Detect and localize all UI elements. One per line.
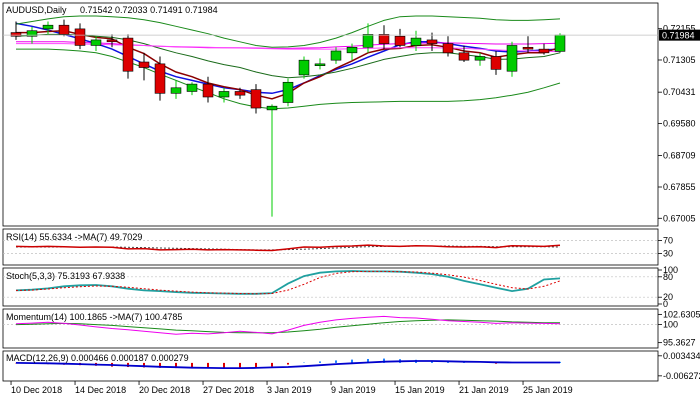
price-tick-label: 0.69580: [663, 118, 696, 128]
time-tick-label: 3 Jan 2019: [267, 385, 312, 395]
candle-body: [186, 83, 198, 92]
candle-body: [234, 91, 246, 96]
candle-body: [58, 24, 70, 35]
time-tick-label: 20 Dec 2018: [139, 385, 190, 395]
candle-body: [522, 46, 534, 50]
candle-body: [10, 32, 22, 37]
stoch-signal-line: [15, 270, 561, 295]
momentum-tick-label: 100: [663, 320, 678, 330]
candle-body: [378, 34, 390, 44]
rsi-panel-frame: [2, 228, 659, 266]
ohlc-header: 0.71542 0.72033 0.71491 0.71984: [80, 5, 218, 15]
candle-body: [74, 28, 86, 46]
candlesticks: [10, 19, 566, 217]
price-tick-label: 0.67855: [663, 182, 696, 192]
rsi-line: [15, 244, 561, 252]
momentum-tick-label: 102.6305: [663, 309, 700, 319]
stoch-tick-label: 80: [663, 272, 673, 282]
candle-body: [42, 24, 54, 30]
candle-body: [506, 45, 518, 72]
candle-body: [218, 91, 230, 98]
stoch-tick-label: 100: [663, 265, 678, 275]
rsi-tick-label: 30: [663, 248, 673, 258]
overlay-line-4: [15, 15, 561, 48]
momentum-line: [15, 315, 561, 335]
candle-body: [394, 35, 406, 46]
candle-body: [138, 61, 150, 68]
current-price-label: 0.71984: [662, 31, 695, 41]
rsi-tick-label: 70: [663, 236, 673, 246]
time-tick-label: 21 Jan 2019: [459, 385, 509, 395]
candle-body: [458, 52, 470, 61]
candle-body: [26, 30, 38, 37]
candle-body: [314, 63, 326, 66]
rsi-header: RSI(14) 55.6334 ->MA(7) 49.7029: [6, 232, 142, 242]
time-tick-label: 15 Jan 2019: [395, 385, 445, 395]
stoch-header: Stoch(5,3,3) 75.3193 67.9338: [6, 271, 125, 281]
candle-body: [154, 63, 166, 94]
time-tick-label: 14 Dec 2018: [75, 385, 126, 395]
candle-body: [426, 39, 438, 44]
candle-body: [90, 39, 102, 46]
momentum-header: Momentum(14) 100.1865 ->MA(7) 100.4785: [6, 312, 182, 322]
macd-tick-label: 0.003434: [663, 351, 700, 361]
price-panel-frame: [2, 2, 659, 227]
candle-body: [410, 37, 422, 46]
macd-header: MACD(12,26,9) 0.000466 0.000187 0.000279: [6, 353, 189, 363]
candle-body: [122, 37, 134, 72]
macd-indicator: 0.003434 -0.006272: [15, 351, 700, 381]
candle-body: [266, 105, 278, 111]
price-axis: 0.72155 0.71305 0.70431 0.69580 0.68709 0.678…: [658, 24, 696, 223]
time-tick-label: 10 Dec 2018: [11, 385, 62, 395]
overlay-line-5: [16, 48, 561, 110]
stoch-main-line: [15, 270, 561, 295]
candle-body: [282, 81, 294, 103]
candle-body: [170, 87, 182, 94]
time-axis: 10 Dec 2018 14 Dec 2018 20 Dec 2018 27 Dec …: [10, 381, 573, 395]
macd-signal-line: [15, 360, 560, 370]
candle-body: [330, 50, 342, 61]
macd-tick-label: -0.006272: [663, 371, 700, 381]
stoch-tick-label: 0: [663, 299, 668, 309]
stoch-panel-frame: [2, 267, 659, 307]
price-tick-label: 0.68709: [663, 151, 696, 161]
overlay-line-2: [15, 33, 561, 79]
candle-body: [106, 39, 118, 43]
candle-body: [362, 34, 374, 48]
candle-body: [346, 46, 358, 54]
price-tick-label: 0.70431: [663, 87, 696, 97]
price-tick-label: 0.71305: [663, 55, 696, 65]
macd-panel-frame: [2, 350, 659, 382]
candle-body: [442, 43, 454, 54]
price-tick-label: 0.67005: [663, 213, 696, 223]
overlay-line-3: [16, 41, 561, 49]
time-tick-label: 9 Jan 2019: [331, 385, 376, 395]
stoch-tick-label: 20: [663, 292, 673, 302]
time-tick-label: 25 Jan 2019: [523, 385, 573, 395]
current-price-tag: [659, 29, 700, 41]
candle-body: [538, 48, 550, 54]
price-tick-label: 0.72155: [663, 24, 696, 34]
candle-body: [474, 56, 486, 61]
candle-body: [554, 34, 566, 52]
time-tick-label: 27 Dec 2018: [203, 385, 254, 395]
candle-body: [250, 89, 262, 109]
candle-body: [490, 56, 502, 70]
momentum-panel-frame: [2, 308, 659, 349]
overlay-line-6: [16, 43, 561, 53]
momentum-ma-line: [15, 319, 560, 334]
candle-body: [202, 83, 214, 98]
symbol-header: AUDUSD,Daily: [6, 5, 67, 15]
momentum-tick-label: 95.3627: [663, 338, 696, 348]
candle-body: [298, 59, 310, 76]
